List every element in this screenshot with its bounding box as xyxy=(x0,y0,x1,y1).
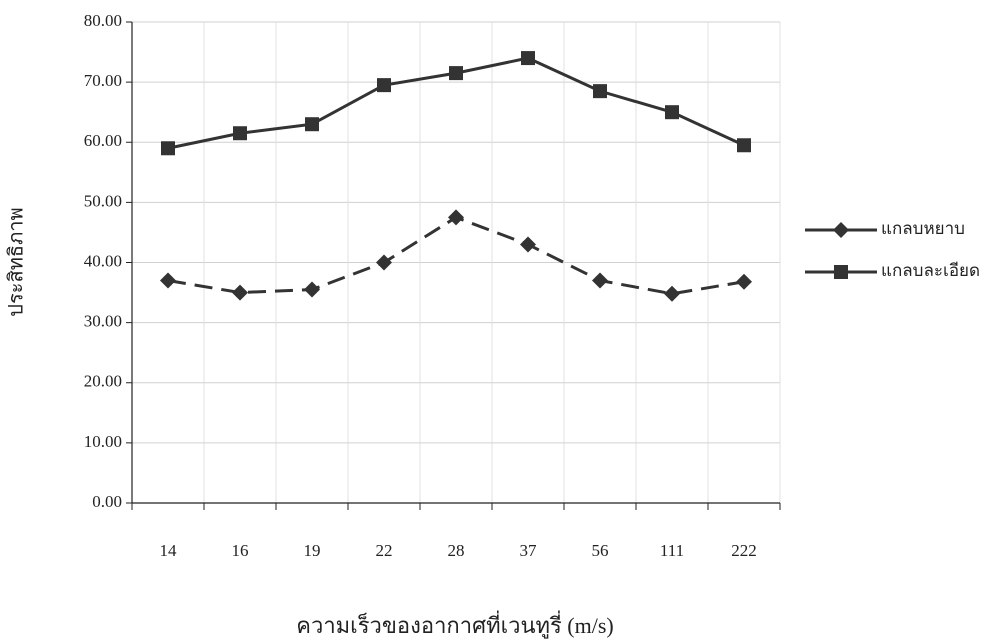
y-tick-label: 60.00 xyxy=(84,131,122,150)
legend-marker xyxy=(834,265,848,279)
data-point xyxy=(593,84,607,99)
series-line xyxy=(167,215,745,296)
data-point xyxy=(305,117,319,132)
y-tick-label: 0.00 xyxy=(92,492,122,511)
data-point xyxy=(160,272,176,289)
x-tick-label: 111 xyxy=(660,541,684,560)
data-point xyxy=(592,272,608,289)
x-axis-title: ความเร็วของอากาศที่เวนทูรี่ (m/s) xyxy=(296,610,614,639)
x-tick-label: 19 xyxy=(304,541,321,560)
data-point xyxy=(665,105,679,120)
data-point xyxy=(520,236,536,253)
y-tick-label: 40.00 xyxy=(84,251,122,270)
data-point xyxy=(304,281,320,298)
x-tick-label: 22 xyxy=(376,541,393,560)
y-tick-label: 10.00 xyxy=(84,432,122,451)
x-tick-label: 16 xyxy=(232,541,249,560)
y-tick-label: 20.00 xyxy=(84,372,122,391)
data-point xyxy=(521,51,535,66)
data-point xyxy=(232,284,248,301)
data-point xyxy=(664,285,680,302)
data-point xyxy=(448,209,464,226)
x-tick-label: 37 xyxy=(520,541,538,560)
data-point xyxy=(737,138,751,153)
data-point xyxy=(449,66,463,81)
x-tick-label: 28 xyxy=(448,541,465,560)
y-tick-label: 30.00 xyxy=(84,312,122,331)
data-point xyxy=(377,78,391,93)
data-point xyxy=(376,254,392,271)
x-tick-label: 222 xyxy=(731,541,757,560)
y-tick-label: 70.00 xyxy=(84,71,122,90)
data-point xyxy=(233,126,247,141)
data-point xyxy=(161,141,175,156)
y-axis-title: ประสิทธิภาพ xyxy=(6,207,28,316)
legend-label: แกลบละเอียด xyxy=(881,261,980,280)
y-tick-label: 50.00 xyxy=(84,191,122,210)
legend-label: แกลบหยาบ xyxy=(881,219,965,238)
legend-marker xyxy=(833,222,849,238)
y-tick-label: 80.00 xyxy=(84,11,122,30)
data-point xyxy=(736,273,752,290)
x-tick-label: 14 xyxy=(160,541,178,560)
x-tick-label: 56 xyxy=(592,541,609,560)
